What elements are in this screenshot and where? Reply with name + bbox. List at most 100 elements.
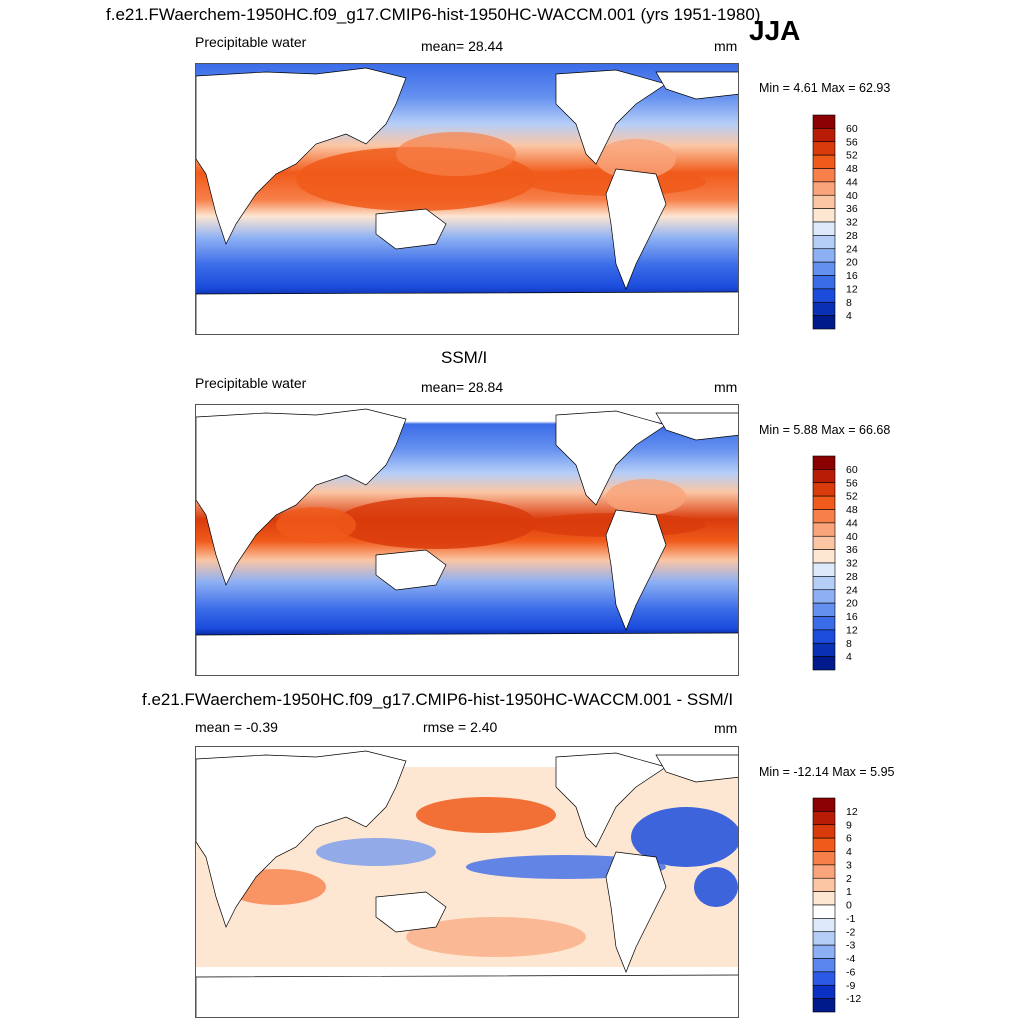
colorbar-swatch bbox=[812, 455, 836, 470]
colorbar-tick-label: 16 bbox=[846, 611, 858, 623]
colorbar-swatch bbox=[812, 918, 836, 933]
colorbar-swatch bbox=[812, 221, 836, 236]
colorbar-tick-label: 4 bbox=[846, 310, 852, 322]
colorbar-tick-label: 56 bbox=[846, 477, 858, 489]
colorbar-swatch bbox=[812, 971, 836, 986]
colorbar-swatch bbox=[812, 576, 836, 591]
map-diff bbox=[195, 746, 739, 1018]
colorbar-swatch bbox=[812, 904, 836, 919]
colorbar-tick-label: 9 bbox=[846, 819, 852, 831]
colorbar-tick-label: 48 bbox=[846, 163, 858, 175]
colorbar-swatch bbox=[812, 562, 836, 577]
colorbar-swatch bbox=[812, 495, 836, 510]
map-model bbox=[195, 63, 739, 335]
colorbar-tick-label: 3 bbox=[846, 859, 852, 871]
colorbar-swatch bbox=[812, 128, 836, 143]
colorbar-tick-label: 20 bbox=[846, 257, 858, 269]
colorbar-tick-label: -2 bbox=[846, 926, 855, 938]
colorbar-tick-label: 8 bbox=[846, 638, 852, 650]
units-label: mm bbox=[714, 379, 738, 395]
figure-title: f.e21.FWaerchem-1950HC.f09_g17.CMIP6-his… bbox=[106, 5, 761, 24]
colorbar-swatch bbox=[812, 984, 836, 999]
colorbar-swatch bbox=[812, 141, 836, 156]
colorbar-swatch bbox=[812, 589, 836, 604]
colorbar-swatch bbox=[812, 602, 836, 617]
colorbar-swatch bbox=[812, 535, 836, 550]
colorbar-swatch bbox=[812, 616, 836, 631]
colorbar-swatch bbox=[812, 181, 836, 196]
panel-title: SSM/I bbox=[441, 348, 488, 367]
colorbar-tick-label: 28 bbox=[846, 571, 858, 583]
colorbar-swatch bbox=[812, 944, 836, 959]
colorbar-tick-label: 44 bbox=[846, 176, 858, 188]
colorbar-tick-label: 40 bbox=[846, 531, 858, 543]
colorbar-tick-label: -3 bbox=[846, 940, 855, 952]
colorbar-tick-label: 6 bbox=[846, 833, 852, 845]
colorbar-tick-label: 60 bbox=[846, 464, 858, 476]
colorbar-swatch bbox=[812, 469, 836, 484]
colorbar-swatch bbox=[812, 851, 836, 866]
colorbar-tick-label: 2 bbox=[846, 873, 852, 885]
colorbar-swatch bbox=[812, 811, 836, 826]
minmax-label: Min = 4.61 Max = 62.93 bbox=[759, 81, 891, 95]
colorbar-model: 60 56 52 48 44 40 36 32 28 24 20 16 12 8 4 bbox=[812, 114, 873, 330]
colorbar-swatch bbox=[812, 261, 836, 276]
colorbar-tick-label: 12 bbox=[846, 283, 858, 295]
colorbar-swatch bbox=[812, 642, 836, 657]
colorbar-swatch bbox=[812, 522, 836, 537]
colorbar-swatch bbox=[812, 824, 836, 839]
colorbar-svg: 129 643 21 0-1-2 -3-4-6 -9-12 bbox=[812, 797, 861, 1013]
colorbar-swatch bbox=[812, 998, 836, 1013]
colorbar-tick-label: 32 bbox=[846, 558, 858, 570]
colorbar-tick-label: 24 bbox=[846, 243, 858, 255]
colorbar-swatch bbox=[812, 301, 836, 316]
colorbar-tick-label: 12 bbox=[846, 806, 858, 818]
colorbar-swatch bbox=[812, 275, 836, 290]
colorbar-tick-label: -6 bbox=[846, 966, 855, 978]
colorbar-swatch bbox=[812, 482, 836, 497]
colorbar-swatch bbox=[812, 864, 836, 879]
season-label: JJA bbox=[749, 15, 801, 46]
colorbar-tick-label: 28 bbox=[846, 230, 858, 242]
colorbar-swatch bbox=[812, 797, 836, 812]
colorbar-tick-label: 40 bbox=[846, 190, 858, 202]
colorbar-tick-label: 36 bbox=[846, 544, 858, 556]
rmse-label: rmse = 2.40 bbox=[423, 719, 498, 735]
colorbar-tick-label: 8 bbox=[846, 297, 852, 309]
colorbar-swatch bbox=[812, 288, 836, 303]
colorbar-tick-label: 60 bbox=[846, 123, 858, 135]
colorbar-tick-label: 0 bbox=[846, 900, 852, 912]
colorbar-swatch bbox=[812, 315, 836, 330]
colorbar-swatch bbox=[812, 154, 836, 169]
colorbar-tick-label: 24 bbox=[846, 584, 858, 596]
colorbar-swatch bbox=[812, 958, 836, 973]
colorbar-tick-label: 36 bbox=[846, 203, 858, 215]
colorbar-swatch bbox=[812, 931, 836, 946]
colorbar-obs: 60 56 52 48 44 40 36 32 28 24 20 16 12 8 4 bbox=[812, 455, 873, 671]
colorbar-tick-label: 12 bbox=[846, 624, 858, 636]
colorbar-tick-label: 1 bbox=[846, 886, 852, 898]
colorbar-tick-label: 52 bbox=[846, 150, 858, 162]
colorbar-swatch bbox=[812, 549, 836, 564]
minmax-label: Min = -12.14 Max = 5.95 bbox=[759, 765, 895, 779]
mean-label: mean= 28.84 bbox=[421, 379, 504, 395]
colorbar-tick-label: 20 bbox=[846, 598, 858, 610]
colorbar-tick-label: 32 bbox=[846, 217, 858, 229]
colorbar-tick-label: 4 bbox=[846, 651, 852, 663]
variable-label: Precipitable water bbox=[195, 375, 307, 391]
colorbar-tick-label: -1 bbox=[846, 913, 855, 925]
colorbar-swatch bbox=[812, 877, 836, 892]
colorbar-tick-label: 48 bbox=[846, 504, 858, 516]
colorbar-tick-label: 52 bbox=[846, 491, 858, 503]
colorbar-swatch bbox=[812, 168, 836, 183]
colorbar-tick-label: -12 bbox=[846, 993, 861, 1005]
colorbar-swatch bbox=[812, 629, 836, 644]
map-obs bbox=[195, 404, 739, 676]
colorbar-swatch bbox=[812, 248, 836, 263]
colorbar-tick-label: -4 bbox=[846, 953, 855, 965]
colorbar-swatch bbox=[812, 194, 836, 209]
colorbar-swatch bbox=[812, 509, 836, 524]
colorbar-tick-label: -9 bbox=[846, 980, 855, 992]
